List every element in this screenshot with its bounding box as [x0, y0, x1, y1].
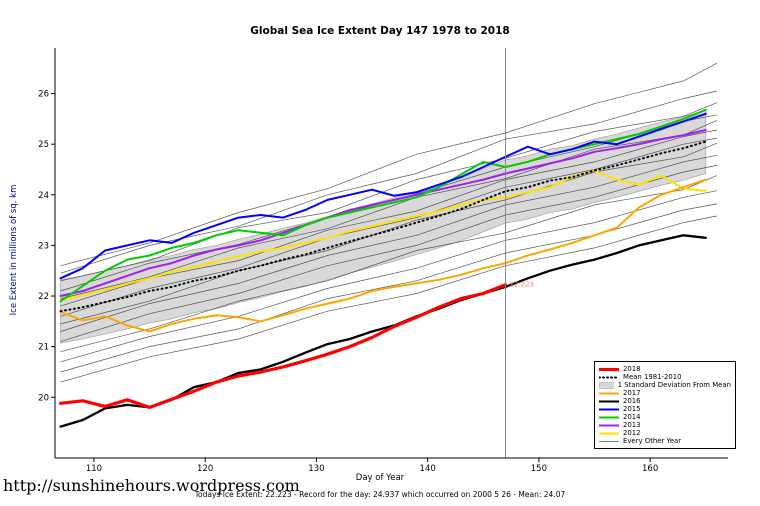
- legend-line-swatch: [599, 400, 619, 402]
- other-year-line: [60, 165, 717, 342]
- x-tick-label: 120: [197, 464, 213, 474]
- y-tick-label: 23: [38, 241, 49, 251]
- y-tick-label: 24: [38, 191, 49, 201]
- legend-line-swatch: [599, 424, 619, 426]
- x-tick-label: 140: [420, 464, 436, 474]
- std-dev-band: [60, 109, 707, 344]
- series-line-2017: [59, 178, 707, 333]
- series-line-mean-1981-2010: [59, 140, 707, 313]
- legend-line-swatch: [599, 432, 619, 434]
- other-year-line: [60, 154, 717, 332]
- series-line-2013: [59, 129, 707, 297]
- site-url: http://sunshinehours.wordpress.com: [3, 476, 300, 495]
- legend-item: 2015: [599, 405, 731, 413]
- legend-item: 2012: [599, 429, 731, 437]
- legend-item: 1 Standard Deviation From Mean: [599, 381, 731, 389]
- legend-item: 2013: [599, 421, 731, 429]
- legend-item: Every Other Year: [599, 437, 731, 445]
- other-year-line: [60, 129, 717, 307]
- other-year-line: [60, 215, 717, 383]
- other-year-line: [60, 175, 718, 353]
- legend-item: 2014: [599, 413, 731, 421]
- legend-line-swatch: [599, 367, 619, 371]
- other-year-line: [60, 203, 717, 373]
- legend-label: 2013: [623, 421, 641, 429]
- chart-title: Global Sea Ice Extent Day 147 1978 to 20…: [250, 25, 510, 37]
- y-tick-label: 22: [38, 292, 49, 302]
- series-line-2015: [59, 112, 707, 280]
- legend-label: 2014: [623, 413, 641, 421]
- legend-item: 2016: [599, 397, 731, 405]
- legend-label: 2015: [623, 405, 641, 413]
- y-tick-label: 21: [38, 343, 49, 353]
- y-tick-label: 20: [38, 393, 49, 403]
- legend-label: 2018: [623, 365, 641, 373]
- other-year-line: [60, 137, 717, 317]
- legend-line-swatch: [599, 376, 619, 378]
- legend-item: 2017: [599, 389, 731, 397]
- series-line-2014: [59, 108, 707, 303]
- legend-line-swatch: [599, 440, 619, 442]
- legend-label: 2012: [623, 429, 641, 437]
- legend-item: 2018: [599, 365, 731, 373]
- legend-items: 2018 Mean 1981-2010 1 Standard Deviation F…: [599, 365, 731, 445]
- legend-label: 1 Standard Deviation From Mean: [617, 381, 731, 389]
- legend-box-swatch: [599, 381, 614, 389]
- y-tick-label: 26: [38, 90, 49, 100]
- x-tick-label: 110: [86, 464, 102, 474]
- legend-label: Every Other Year: [623, 437, 682, 445]
- legend-line-swatch: [599, 416, 619, 418]
- legend-item: Mean 1981-2010: [599, 373, 731, 381]
- y-tick-label: 25: [38, 140, 49, 150]
- other-year-line: [60, 102, 718, 282]
- legend-label: 2016: [623, 397, 641, 405]
- x-tick-label: 130: [308, 464, 324, 474]
- other-year-line: [60, 142, 718, 325]
- other-year-line: [60, 62, 718, 267]
- series-line-2018: [59, 283, 508, 409]
- current-extent-annotation: 22.223: [510, 281, 534, 289]
- legend: 2018 Mean 1981-2010 1 Standard Deviation F…: [594, 361, 736, 449]
- legend-label: Mean 1981-2010: [623, 373, 682, 381]
- legend-line-swatch: [599, 408, 619, 410]
- series-line-2012: [59, 169, 707, 302]
- legend-line-swatch: [599, 392, 619, 394]
- x-axis-label: Day of Year: [355, 473, 405, 483]
- footer-summary: Todays Ice Extent: 22.223 - Record for t…: [194, 490, 566, 499]
- other-year-line: [60, 190, 717, 363]
- legend-label: 2017: [623, 389, 641, 397]
- x-tick-label: 150: [531, 464, 547, 474]
- x-tick-label: 160: [642, 464, 658, 474]
